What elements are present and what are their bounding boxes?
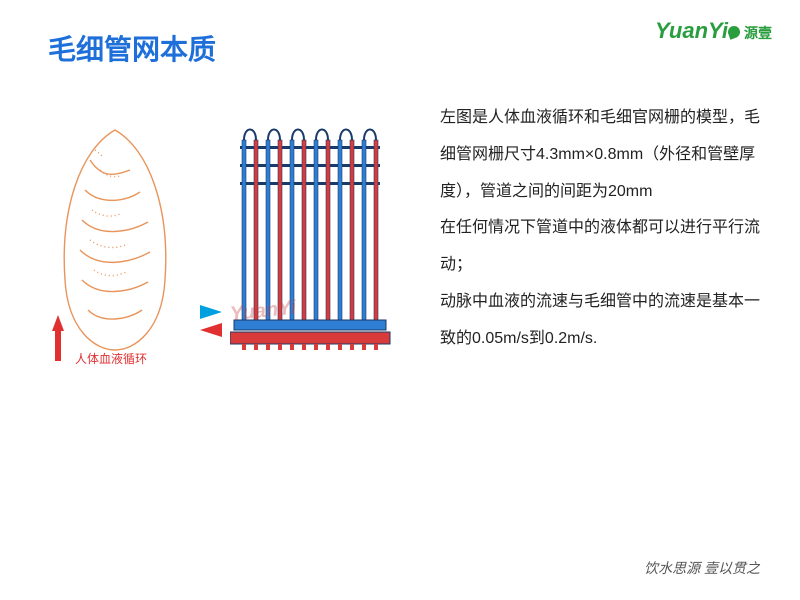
paragraph-2: 在任何情况下管道中的液体都可以进行平行流动； — [440, 210, 760, 284]
blood-circulation-label: 人体血液循环 — [75, 350, 147, 367]
paragraph-3: 动脉中血液的流速与毛细管中的流速是基本一致的0.05m/s到0.2m/s. — [440, 284, 760, 358]
arrow-left-icon — [200, 323, 222, 337]
logo-en-text: YuanYi — [655, 18, 728, 44]
up-arrow-icon — [52, 315, 64, 331]
description-text: 左图是人体血液循环和毛细官网栅的模型，毛细管网栅尺寸4.3mm×0.8mm（外径… — [440, 100, 760, 358]
footer-slogan: 饮水思源 壹以贯之 — [644, 558, 760, 578]
arrow-right-icon — [200, 305, 222, 319]
paragraph-1: 左图是人体血液循环和毛细官网栅的模型，毛细管网栅尺寸4.3mm×0.8mm（外径… — [440, 100, 760, 210]
blood-circulation-illustration — [40, 120, 190, 380]
flow-arrows — [200, 305, 222, 337]
logo-cn-text: 源壹 — [744, 23, 772, 43]
capillary-grid-diagram — [230, 120, 400, 360]
leaf-icon — [726, 24, 741, 39]
diagram-area: 人体血液循环 YuanYi — [30, 110, 410, 410]
brand-logo: YuanYi 源壹 — [655, 18, 772, 44]
page-title: 毛细管网本质 — [48, 28, 216, 68]
